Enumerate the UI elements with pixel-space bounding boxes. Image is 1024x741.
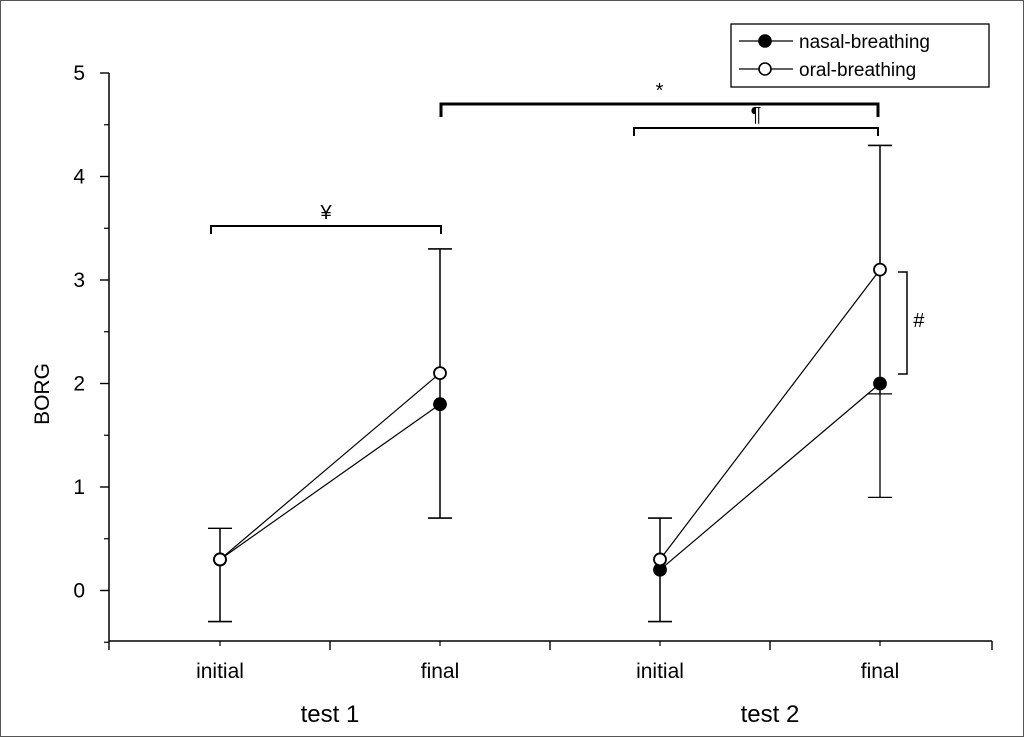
series-line-nasal-breathing xyxy=(659,383,881,571)
data-point-oral-breathing xyxy=(213,552,227,567)
breathing-difference-bracket xyxy=(898,271,908,375)
between-tests-significance-symbol: * xyxy=(656,80,664,102)
group-label: test 1 xyxy=(301,701,360,728)
legend-label-nasal: nasal-breathing xyxy=(799,32,930,53)
y-tick-label: 5 xyxy=(73,62,85,85)
y-axis-label: BORG xyxy=(31,363,54,425)
test1-significance-symbol: ¥ xyxy=(319,202,332,224)
x-tick-label: initial xyxy=(636,660,684,683)
breathing-difference-symbol: # xyxy=(913,310,925,332)
legend-box xyxy=(730,23,990,88)
data-point-oral-breathing xyxy=(873,262,887,277)
series-line-oral-breathing xyxy=(219,372,441,560)
y-tick-label: 0 xyxy=(73,580,85,603)
legend-marker-nasal xyxy=(758,34,772,48)
y-tick-label: 3 xyxy=(73,269,85,292)
data-series xyxy=(208,144,892,623)
y-tick-label: 4 xyxy=(73,166,85,189)
legend-marker-oral xyxy=(758,62,772,76)
test2-significance-symbol: ¶ xyxy=(751,104,762,126)
test1-significance-bracket xyxy=(210,225,442,234)
x-tick-label: final xyxy=(861,660,900,683)
legend: nasal-breathing oral-breathing xyxy=(730,23,990,88)
between-tests-significance-bracket xyxy=(439,102,880,117)
significance-annotations: ¥ * ¶ # xyxy=(210,80,925,375)
axes: 0 1 2 3 4 5 initial final test 1 initial final test… xyxy=(73,62,993,728)
y-tick-label: 1 xyxy=(73,476,85,499)
series-line-nasal-breathing xyxy=(219,403,441,560)
test2-significance-bracket xyxy=(633,127,879,136)
y-tick-label: 2 xyxy=(73,373,85,396)
data-point-nasal-breathing xyxy=(873,376,887,391)
x-tick-label: final xyxy=(421,660,460,683)
x-tick-label: initial xyxy=(196,660,244,683)
series-line-oral-breathing xyxy=(659,269,881,560)
data-point-nasal-breathing xyxy=(433,397,447,412)
legend-label-oral: oral-breathing xyxy=(799,60,916,81)
data-point-oral-breathing xyxy=(653,552,667,567)
group-label: test 2 xyxy=(741,701,800,728)
data-point-oral-breathing xyxy=(433,366,447,381)
